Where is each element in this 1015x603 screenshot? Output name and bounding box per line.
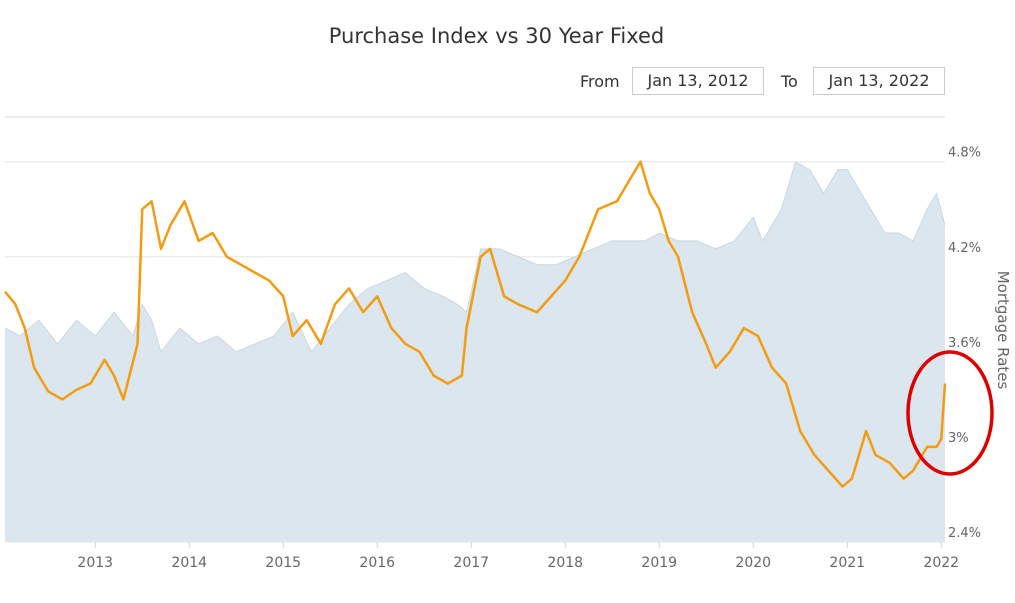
mortgage-rate-area — [5, 161, 945, 542]
x-tick-label: 2020 — [735, 555, 771, 571]
y-tick-label: 2.4% — [948, 526, 981, 541]
mortgage-rate-area-edge — [4, 160, 946, 353]
y-tick-label: 4.8% — [948, 146, 981, 161]
x-tick-label: 2015 — [265, 555, 301, 571]
x-tick-label: 2016 — [359, 555, 395, 571]
y-axis-ticks: 2.4% 3% 3.6% 4.2% 4.8% — [948, 146, 981, 541]
y-tick-label: 3% — [948, 431, 969, 446]
to-date-input[interactable]: Jan 13, 2022 — [813, 67, 945, 95]
from-date-input[interactable]: Jan 13, 2012 — [632, 67, 764, 95]
x-tick-label: 2017 — [453, 555, 489, 571]
annotation-circle — [906, 350, 994, 476]
y-tick-label: 3.6% — [948, 336, 981, 351]
x-axis-ticks: 2013 2014 2015 2016 2017 2018 2019 2020 2021 2022 — [77, 542, 959, 571]
purchase-index-line — [4, 160, 947, 488]
x-tick-label: 2014 — [171, 555, 207, 571]
x-tick-label: 2013 — [77, 555, 113, 571]
chart-title: Purchase Index vs 30 Year Fixed — [328, 24, 665, 48]
x-tick-label: 2018 — [547, 555, 583, 571]
x-tick-label: 2019 — [641, 555, 677, 571]
x-tick-label: 2021 — [829, 555, 865, 571]
from-label: From — [580, 72, 620, 91]
y-tick-label: 4.2% — [948, 241, 981, 256]
to-label: To — [781, 72, 798, 91]
y-axis-title: Mortgage Rates — [994, 271, 1012, 390]
x-tick-label: 2022 — [923, 555, 959, 571]
